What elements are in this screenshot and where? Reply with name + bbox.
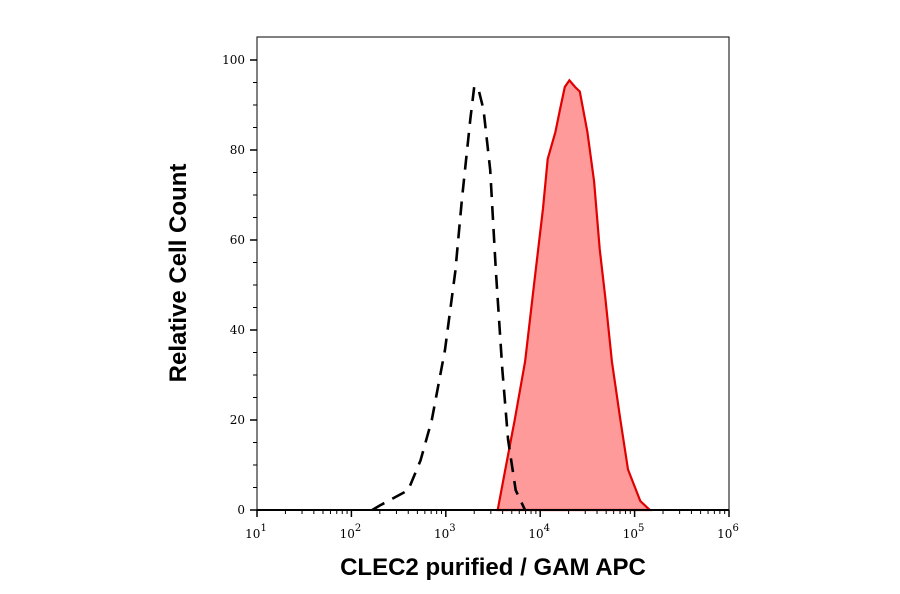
- x-axis-label: CLEC2 purified / GAM APC: [340, 554, 646, 581]
- x-tick-label: 106: [717, 523, 739, 541]
- x-tick-label: 105: [623, 523, 645, 541]
- stained-histogram: [496, 78, 653, 512]
- y-tick-label: 20: [230, 413, 245, 427]
- control-histogram: [371, 85, 527, 512]
- y-tick-label: 40: [230, 323, 245, 337]
- y-tick-label: 80: [230, 143, 245, 157]
- y-axis-label: Relative Cell Count: [165, 164, 192, 383]
- y-tick-label: 60: [230, 233, 245, 247]
- x-tick-label: 101: [245, 523, 267, 541]
- x-tick-label: 102: [340, 523, 362, 541]
- x-tick-label: 103: [434, 523, 456, 541]
- y-tick-label: 0: [237, 503, 245, 517]
- y-tick-label: 100: [222, 53, 245, 67]
- plot-frame: [256, 36, 730, 511]
- x-tick-label: 104: [528, 523, 550, 541]
